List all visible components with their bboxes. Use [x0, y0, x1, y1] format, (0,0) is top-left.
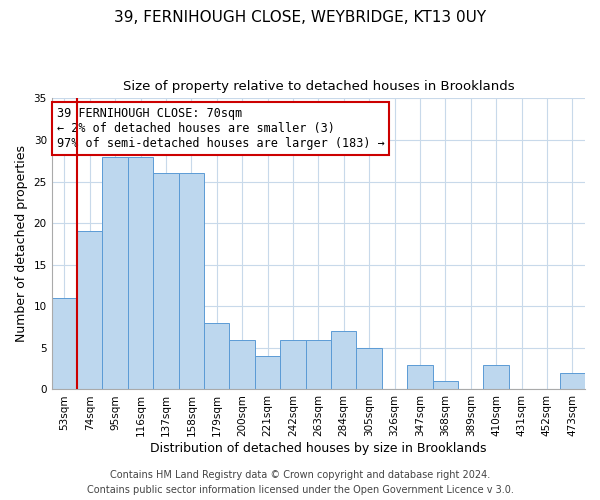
Bar	[280, 340, 305, 390]
Bar	[407, 364, 433, 390]
Y-axis label: Number of detached properties: Number of detached properties	[15, 146, 28, 342]
Bar	[255, 356, 280, 390]
X-axis label: Distribution of detached houses by size in Brooklands: Distribution of detached houses by size …	[150, 442, 487, 455]
Bar	[128, 156, 153, 390]
Bar	[484, 364, 509, 390]
Bar	[331, 331, 356, 390]
Bar	[305, 340, 331, 390]
Bar	[204, 323, 229, 390]
Bar	[77, 232, 103, 390]
Bar	[229, 340, 255, 390]
Bar	[356, 348, 382, 390]
Text: Contains HM Land Registry data © Crown copyright and database right 2024.
Contai: Contains HM Land Registry data © Crown c…	[86, 470, 514, 495]
Text: 39 FERNIHOUGH CLOSE: 70sqm
← 2% of detached houses are smaller (3)
97% of semi-d: 39 FERNIHOUGH CLOSE: 70sqm ← 2% of detac…	[57, 107, 385, 150]
Title: Size of property relative to detached houses in Brooklands: Size of property relative to detached ho…	[122, 80, 514, 93]
Bar	[179, 173, 204, 390]
Bar	[433, 381, 458, 390]
Bar	[103, 156, 128, 390]
Text: 39, FERNIHOUGH CLOSE, WEYBRIDGE, KT13 0UY: 39, FERNIHOUGH CLOSE, WEYBRIDGE, KT13 0U…	[114, 10, 486, 25]
Bar	[560, 373, 585, 390]
Bar	[153, 173, 179, 390]
Bar	[52, 298, 77, 390]
